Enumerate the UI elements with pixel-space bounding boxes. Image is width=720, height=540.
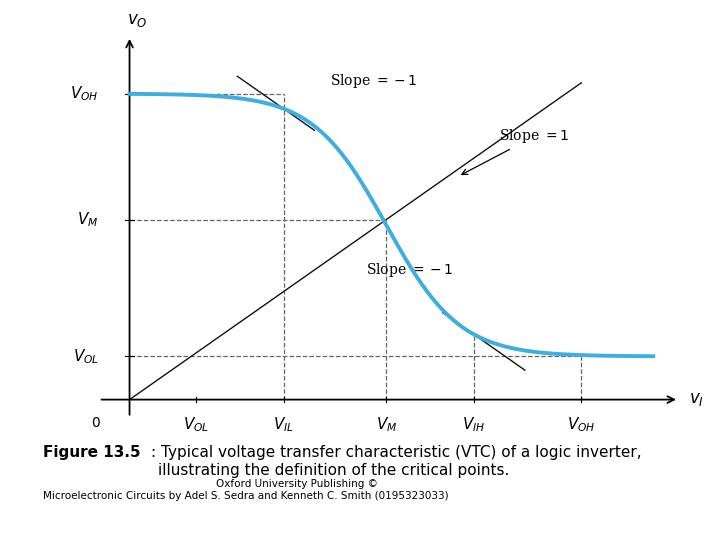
Text: $0$: $0$ bbox=[91, 416, 102, 430]
Text: $V_{OL}$: $V_{OL}$ bbox=[73, 347, 99, 366]
Text: $v_O$: $v_O$ bbox=[127, 12, 148, 29]
Text: Oxford University Publishing ©: Oxford University Publishing © bbox=[216, 479, 378, 489]
Text: : Typical voltage transfer characteristic (VTC) of a logic inverter,: : Typical voltage transfer characteristi… bbox=[151, 446, 642, 461]
Text: Slope $= -1$: Slope $= -1$ bbox=[330, 72, 418, 90]
Text: Figure 13.5: Figure 13.5 bbox=[43, 446, 141, 461]
Text: $V_{OH}$: $V_{OH}$ bbox=[567, 416, 595, 435]
Text: $V_{IL}$: $V_{IL}$ bbox=[273, 416, 294, 435]
Text: Slope $= -1$: Slope $= -1$ bbox=[366, 261, 453, 279]
Text: $V_{OL}$: $V_{OL}$ bbox=[183, 416, 210, 435]
Text: $V_M$: $V_M$ bbox=[78, 210, 99, 229]
Text: illustrating the definition of the critical points.: illustrating the definition of the criti… bbox=[158, 463, 510, 478]
Text: $v_I$: $v_I$ bbox=[689, 391, 704, 408]
Text: $V_M$: $V_M$ bbox=[376, 416, 397, 435]
Text: $V_{OH}$: $V_{OH}$ bbox=[70, 84, 99, 103]
Text: Slope $= 1$: Slope $= 1$ bbox=[462, 127, 570, 174]
Text: $V_{IH}$: $V_{IH}$ bbox=[462, 416, 485, 435]
Text: Microelectronic Circuits by Adel S. Sedra and Kenneth C. Smith (0195323033): Microelectronic Circuits by Adel S. Sedr… bbox=[43, 491, 449, 502]
